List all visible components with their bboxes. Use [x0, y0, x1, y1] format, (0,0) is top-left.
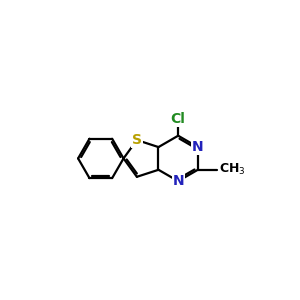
- Text: Cl: Cl: [171, 112, 186, 126]
- Text: N: N: [172, 174, 184, 188]
- Text: CH$_3$: CH$_3$: [219, 162, 246, 177]
- Text: N: N: [192, 140, 204, 154]
- Text: S: S: [132, 133, 142, 147]
